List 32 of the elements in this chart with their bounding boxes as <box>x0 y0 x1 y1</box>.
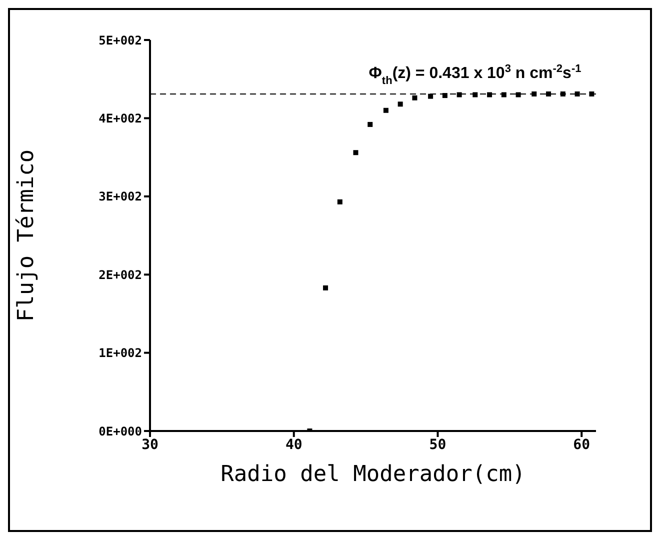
point <box>501 92 506 98</box>
point <box>472 92 478 98</box>
y-tick-label: 5E+002 <box>98 33 142 48</box>
point <box>487 92 492 98</box>
point <box>456 92 462 98</box>
point <box>574 91 580 96</box>
point <box>323 285 328 290</box>
point <box>516 92 521 98</box>
point <box>532 91 537 96</box>
y-tick-label: 2E+002 <box>98 268 142 282</box>
point <box>412 95 418 100</box>
y-tick-label: 0E+000 <box>98 424 142 438</box>
annotation: Φ$_{th}$(z) = 0.431 x 10$^{3}$ n cm$^{-2}$s$^{-1}$ <box>368 63 582 87</box>
y-tick-label: 1E+002 <box>98 346 142 360</box>
point <box>383 108 388 113</box>
point <box>337 199 342 204</box>
point <box>560 91 566 96</box>
point <box>589 91 594 96</box>
x-tick-label: 50 <box>429 436 446 453</box>
x-tick-label: 30 <box>142 436 158 453</box>
point <box>368 122 373 127</box>
y-tick-label: 4E+002 <box>98 111 142 126</box>
y-axis-title: Flujo Térmico <box>14 149 39 322</box>
x-axis-title: Radio del Moderador(cm) <box>220 462 526 487</box>
x-tick-label: 40 <box>285 436 302 453</box>
point <box>428 94 434 99</box>
point <box>398 102 403 107</box>
y-tick-label: 3E+002 <box>98 190 142 204</box>
point <box>442 93 448 98</box>
point <box>353 150 358 156</box>
x-tick-label: 60 <box>573 436 590 453</box>
point <box>546 91 552 96</box>
